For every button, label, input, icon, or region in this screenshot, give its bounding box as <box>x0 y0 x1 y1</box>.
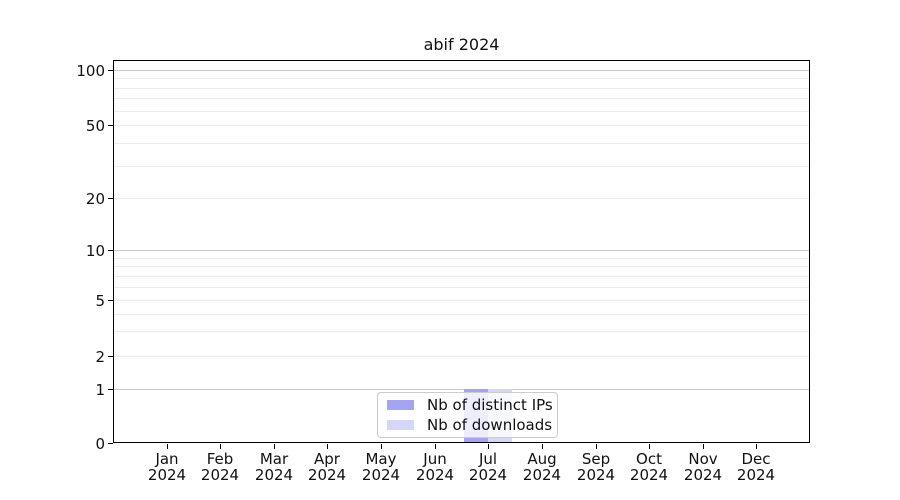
x-tick-label: Mar 2024 <box>242 451 306 483</box>
y-gridline-minor <box>114 356 809 357</box>
y-gridline-major <box>114 250 809 251</box>
y-tick-label: 5 <box>95 292 105 310</box>
plot-area <box>113 60 810 443</box>
y-gridline-minor <box>114 78 809 79</box>
x-tick-month: Jun <box>423 450 447 468</box>
y-tick-mark <box>108 443 113 444</box>
y-gridline-minor <box>114 258 809 259</box>
y-gridline-minor <box>114 125 809 126</box>
x-tick-mark <box>167 444 168 449</box>
x-tick-month: Jul <box>478 450 498 468</box>
legend-item-downloads: Nb of downloads <box>387 416 552 434</box>
x-tick-year: 2024 <box>361 466 401 484</box>
x-tick-label: Oct 2024 <box>617 451 681 483</box>
legend-label-downloads: Nb of downloads <box>427 415 553 434</box>
y-gridline-minor <box>114 266 809 267</box>
y-tick-label: 20 <box>85 190 105 208</box>
y-gridline-minor <box>114 331 809 332</box>
x-tick-year: 2024 <box>629 466 669 484</box>
y-gridline-minor <box>114 98 809 99</box>
x-tick-label: Jun 2024 <box>403 451 467 483</box>
legend-item-distinct-ips: Nb of distinct IPs <box>387 396 553 414</box>
x-tick-label: Aug 2024 <box>510 451 574 483</box>
y-gridline-minor <box>114 300 809 301</box>
y-tick-mark <box>108 125 113 126</box>
x-tick-month: Dec <box>741 450 771 468</box>
y-gridline-minor <box>114 276 809 277</box>
x-tick-year: 2024 <box>415 466 455 484</box>
x-tick-month: Sep <box>581 450 611 468</box>
y-gridline-minor <box>114 314 809 315</box>
x-tick-month: Feb <box>206 450 234 468</box>
x-tick-month: Mar <box>259 450 289 468</box>
x-tick-mark <box>381 444 382 449</box>
x-tick-label: May 2024 <box>349 451 413 483</box>
x-tick-mark <box>274 444 275 449</box>
legend-swatch-distinct-ips-icon <box>387 400 414 411</box>
y-tick-mark <box>108 356 113 357</box>
x-tick-year: 2024 <box>522 466 562 484</box>
x-tick-label: Sep 2024 <box>564 451 628 483</box>
x-tick-mark <box>596 444 597 449</box>
x-tick-month: Jan <box>155 450 179 468</box>
y-tick-mark <box>108 198 113 199</box>
x-tick-mark <box>649 444 650 449</box>
x-tick-label: Feb 2024 <box>188 451 252 483</box>
y-tick-mark <box>108 250 113 251</box>
y-tick-mark <box>108 70 113 71</box>
x-tick-label: Jan 2024 <box>135 451 199 483</box>
x-tick-label: Nov 2024 <box>671 451 735 483</box>
x-tick-year: 2024 <box>147 466 187 484</box>
legend-swatch-downloads-icon <box>387 419 414 430</box>
x-tick-mark <box>435 444 436 449</box>
y-gridline-major <box>114 389 809 390</box>
y-tick-label: 100 <box>76 62 105 80</box>
y-gridline-minor <box>114 111 809 112</box>
x-tick-year: 2024 <box>736 466 776 484</box>
y-gridline-minor <box>114 198 809 199</box>
y-tick-mark <box>108 300 113 301</box>
x-tick-month: May <box>365 450 397 468</box>
x-tick-year: 2024 <box>468 466 508 484</box>
y-tick-label: 0 <box>95 435 105 453</box>
x-tick-label: Jul 2024 <box>456 451 520 483</box>
x-tick-label: Apr 2024 <box>295 451 359 483</box>
y-tick-label: 10 <box>85 242 105 260</box>
x-tick-mark <box>220 444 221 449</box>
y-tick-label: 2 <box>95 348 105 366</box>
y-tick-label: 50 <box>85 117 105 135</box>
x-tick-year: 2024 <box>683 466 723 484</box>
x-tick-year: 2024 <box>307 466 347 484</box>
x-tick-year: 2024 <box>576 466 616 484</box>
y-tick-label: 1 <box>95 381 105 399</box>
legend-label-distinct-ips: Nb of distinct IPs <box>427 396 553 415</box>
y-gridline-minor <box>114 166 809 167</box>
y-gridline-minor <box>114 88 809 89</box>
y-gridline-minor <box>114 287 809 288</box>
x-tick-month: Nov <box>688 450 718 468</box>
x-tick-month: Aug <box>527 450 557 468</box>
x-tick-mark <box>488 444 489 449</box>
x-tick-mark <box>542 444 543 449</box>
x-tick-label: Dec 2024 <box>724 451 788 483</box>
x-tick-mark <box>327 444 328 449</box>
x-tick-mark <box>703 444 704 449</box>
x-tick-month: Oct <box>636 450 662 468</box>
chart-title: abif 2024 <box>423 35 500 54</box>
x-tick-year: 2024 <box>254 466 294 484</box>
x-tick-mark <box>756 444 757 449</box>
y-tick-mark <box>108 389 113 390</box>
y-gridline-minor <box>114 143 809 144</box>
legend: Nb of distinct IPs Nb of downloads <box>377 392 558 438</box>
x-tick-month: Apr <box>314 450 340 468</box>
y-gridline-major <box>114 70 809 71</box>
x-tick-year: 2024 <box>200 466 240 484</box>
